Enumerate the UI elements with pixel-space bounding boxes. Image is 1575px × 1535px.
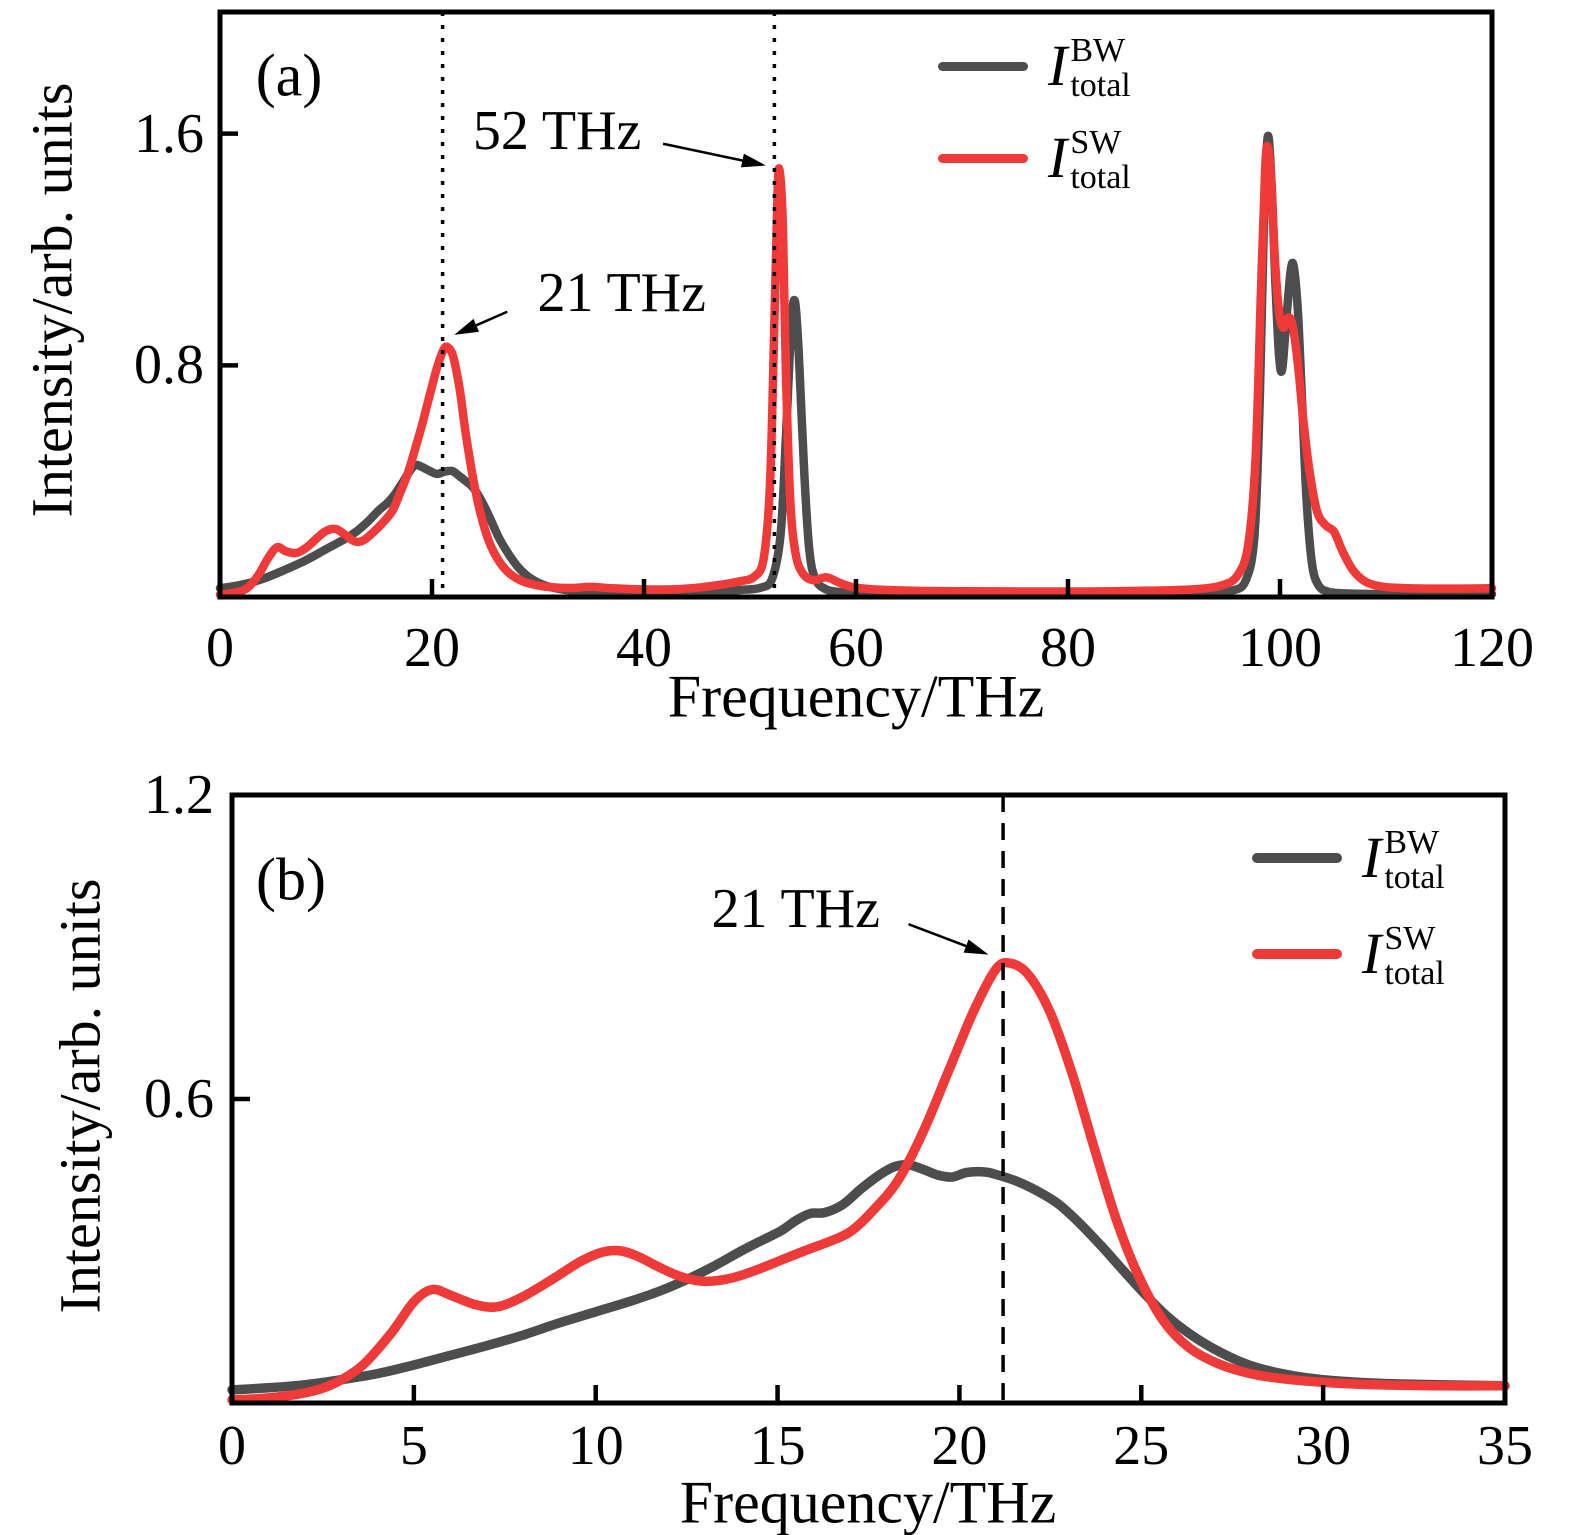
- legend-line-bw-swatch: [1252, 853, 1342, 863]
- legend-symbol-I: I: [1048, 125, 1068, 190]
- legend-symbol-I: I: [1048, 33, 1068, 98]
- annotation-arrow-line-a-1: [475, 310, 508, 327]
- panel-b: [227, 792, 1510, 1406]
- panel-label-b: (b): [256, 846, 326, 913]
- legend-subscript: total: [1070, 159, 1131, 196]
- legend-scripts: SW total: [1384, 922, 1444, 991]
- legend-entry-bw-a: I BW total: [938, 20, 1131, 112]
- annotation-arrowhead-a-1: [454, 318, 480, 335]
- legend-label-sw: I SW total: [1362, 919, 1445, 991]
- annotation-52thz: 52 THz: [472, 99, 642, 162]
- curve-I_total_SW-b: [227, 957, 1510, 1405]
- legend-label-bw: I BW total: [1362, 823, 1445, 895]
- legend-label-bw: I BW total: [1048, 31, 1131, 103]
- y-axis-label-b: Intensity/arb. units: [47, 878, 113, 1314]
- x-tick-label-b: 20: [931, 1415, 988, 1477]
- x-tick-label-a: 40: [616, 617, 672, 679]
- y-axis-label-a: Intensity/arb. units: [19, 82, 85, 518]
- y-tick-label-b: 1.2: [144, 764, 214, 826]
- legend-scripts: BW total: [1384, 826, 1444, 895]
- x-axis-label-a: Frequency/THz: [667, 663, 1045, 730]
- y-tick-label-a: 1.6: [134, 102, 204, 165]
- legend-entry-sw-a: I SW total: [938, 112, 1131, 204]
- legend-scripts: SW total: [1070, 126, 1130, 195]
- legend-superscript: BW: [1070, 32, 1126, 70]
- legend-symbol-I: I: [1362, 825, 1382, 890]
- legend-entry-bw-b: I BW total: [1252, 810, 1445, 906]
- legend-superscript: SW: [1384, 920, 1436, 958]
- x-tick-label-b: 30: [1295, 1415, 1352, 1477]
- annotation-arrowhead-a-0: [740, 153, 766, 168]
- x-tick-label-a: 100: [1238, 617, 1322, 679]
- legend-subscript: total: [1384, 859, 1445, 896]
- x-tick-label-a: 80: [1040, 617, 1096, 679]
- annotation-21thz-b: 21 THz: [711, 878, 881, 940]
- annotation-arrow-line-b-0: [908, 923, 967, 948]
- panel-a: [215, 9, 1497, 600]
- x-tick-label-a: 60: [828, 617, 884, 679]
- curve-I_total_SW-a: [215, 141, 1497, 599]
- legend-entry-sw-b: I SW total: [1252, 906, 1445, 1002]
- x-tick-label-a: 0: [206, 617, 234, 679]
- legend-line-sw-swatch: [1252, 949, 1342, 959]
- legend-subscript: total: [1070, 67, 1131, 104]
- y-tick-label-a: 0.8: [134, 334, 204, 397]
- x-tick-label-b: 15: [749, 1415, 806, 1477]
- annotation-arrowhead-b-0: [963, 939, 989, 955]
- x-tick-label-a: 20: [404, 617, 460, 679]
- legend-a: I BW total I SW total: [938, 20, 1131, 204]
- legend-line-bw-swatch: [938, 61, 1028, 71]
- curve-I_total_BW-b: [227, 1160, 1510, 1395]
- legend-symbol-I: I: [1362, 921, 1382, 986]
- x-tick-label-a: 120: [1450, 617, 1534, 679]
- panel-label-a: (a): [255, 42, 323, 109]
- x-tick-label-b: 10: [567, 1415, 624, 1477]
- legend-scripts: BW total: [1070, 34, 1130, 103]
- x-tick-label-b: 35: [1477, 1415, 1533, 1477]
- x-tick-label-b: 5: [399, 1415, 428, 1477]
- y-tick-label-b: 0.6: [144, 1068, 214, 1130]
- legend-superscript: BW: [1384, 824, 1440, 862]
- annotation-arrow-line-a-0: [662, 142, 743, 162]
- legend-subscript: total: [1384, 955, 1445, 992]
- x-tick-label-b: 0: [218, 1415, 246, 1477]
- legend-superscript: SW: [1070, 124, 1122, 162]
- legend-line-sw-swatch: [938, 153, 1028, 163]
- legend-b: I BW total I SW total: [1252, 810, 1445, 1002]
- x-axis-label-b: Frequency/THz: [679, 1469, 1057, 1535]
- annotation-21thz-a: 21 THz: [537, 261, 706, 324]
- legend-label-sw: I SW total: [1048, 123, 1131, 195]
- x-tick-label-b: 25: [1113, 1415, 1170, 1477]
